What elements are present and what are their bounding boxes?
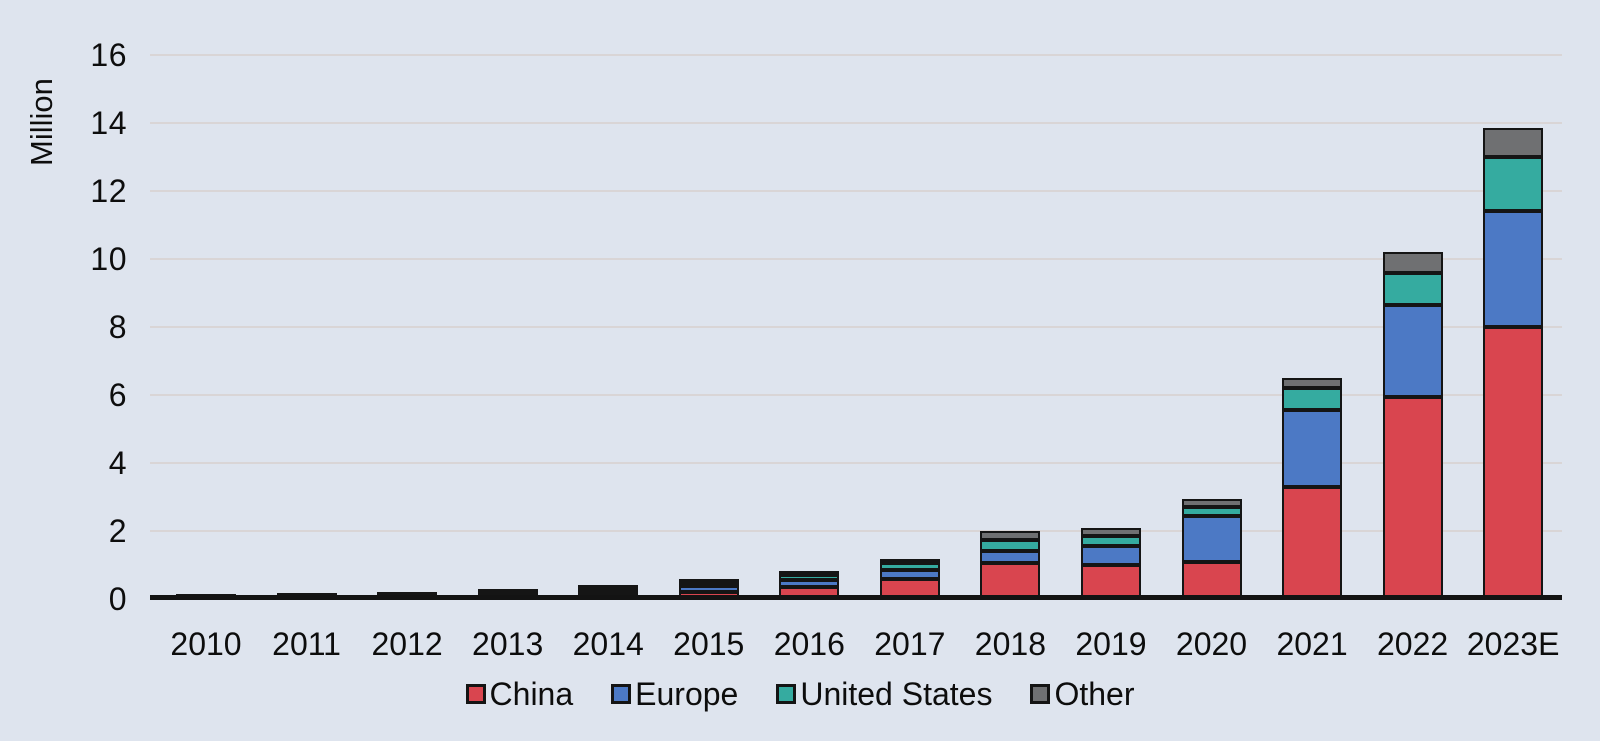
x-tick-label-2017: 2017 — [874, 626, 946, 662]
bar-segment-united-states — [980, 539, 1041, 552]
bar-segment-other — [377, 591, 438, 596]
x-tick-label-2021: 2021 — [1276, 626, 1348, 662]
bar-segment-other — [1382, 252, 1443, 273]
bar-segment-china — [1483, 326, 1544, 599]
bar-segment-europe — [779, 580, 840, 588]
bar-segment-china — [1181, 561, 1242, 599]
bar-segment-china — [980, 563, 1041, 599]
x-tick-label-2018: 2018 — [974, 626, 1046, 662]
bar-segment-other — [779, 571, 840, 576]
y-tick-label: 2 — [108, 513, 127, 549]
legend-item-europe: Europe — [611, 677, 738, 711]
bar-segment-europe — [1483, 211, 1544, 327]
legend: China Europe United States Other — [0, 677, 1600, 711]
bar-segment-united-states — [1282, 388, 1343, 411]
bar-segment-united-states — [779, 575, 840, 581]
legend-label: United States — [800, 676, 993, 712]
y-tick-label: 16 — [90, 37, 127, 73]
x-tick-label-2014: 2014 — [572, 626, 644, 662]
x-tick-label-2020: 2020 — [1175, 626, 1248, 662]
x-tick-label-2016: 2016 — [773, 626, 845, 662]
x-tick-label-2023e: 2023E — [1466, 626, 1560, 662]
legend-swatch-united-states — [776, 684, 797, 704]
x-tick-label-2019: 2019 — [1075, 626, 1147, 662]
bar-segment-united-states — [1483, 157, 1544, 212]
bar-segment-other — [879, 559, 940, 564]
gridline-12 — [150, 190, 1562, 192]
legend-item-united-states: United States — [776, 677, 992, 711]
bar-2023e — [1483, 128, 1544, 599]
legend-label: China — [489, 676, 574, 712]
bar-segment-china — [1382, 396, 1443, 599]
bar-2018 — [980, 531, 1041, 599]
y-tick-label: 0 — [108, 581, 127, 617]
bar-segment-other — [1282, 378, 1343, 389]
legend-label: Europe — [635, 676, 739, 712]
bar-segment-europe — [1382, 304, 1443, 397]
bar-2021 — [1282, 378, 1343, 599]
y-tick-label: 14 — [90, 105, 127, 141]
bar-segment-europe — [1080, 546, 1141, 565]
x-tick-label-2013: 2013 — [472, 626, 544, 662]
bar-segment-other — [678, 578, 739, 583]
x-axis-line — [150, 595, 1562, 600]
bar-segment-europe — [980, 551, 1041, 564]
legend-item-other: Other — [1030, 677, 1134, 711]
bar-segment-united-states — [578, 588, 639, 593]
bar-segment-united-states — [1181, 507, 1242, 516]
bar-segment-other — [1483, 128, 1544, 157]
gridline-8 — [150, 326, 1562, 328]
bar-segment-other — [578, 584, 639, 589]
y-tick-label: 8 — [108, 309, 127, 345]
gridline-2 — [150, 530, 1562, 532]
legend-swatch-europe — [611, 684, 632, 704]
bar-segment-other — [477, 588, 538, 593]
gridline-10 — [150, 258, 1562, 260]
bar-segment-europe — [1181, 515, 1242, 562]
bar-2019 — [1080, 527, 1141, 599]
bar-segment-other — [980, 531, 1041, 540]
gridline-14 — [150, 122, 1562, 124]
gridline-6 — [150, 394, 1562, 396]
y-tick-label: 4 — [108, 445, 127, 481]
bar-segment-china — [1282, 486, 1343, 599]
gridline-16 — [150, 54, 1562, 56]
x-tick-label-2012: 2012 — [371, 626, 443, 662]
x-tick-label-2022: 2022 — [1377, 626, 1449, 662]
y-tick-label: 10 — [90, 241, 127, 277]
gridline-4 — [150, 462, 1562, 464]
x-tick-label-2015: 2015 — [673, 626, 745, 662]
y-tick-label: 6 — [108, 377, 127, 413]
y-tick-label: 12 — [90, 173, 127, 209]
x-tick-label-2011: 2011 — [272, 626, 341, 662]
legend-label: Other — [1054, 676, 1135, 712]
x-tick-label-2010: 2010 — [170, 626, 242, 662]
bar-segment-united-states — [1080, 536, 1141, 547]
legend-item-china: China — [465, 676, 574, 712]
bar-2022 — [1382, 252, 1443, 599]
bar-2017 — [879, 559, 940, 599]
bar-segment-united-states — [678, 582, 739, 587]
legend-swatch-other — [1030, 684, 1051, 704]
bar-segment-europe — [879, 569, 940, 580]
bar-segment-other — [1181, 498, 1242, 508]
bar-segment-europe — [678, 586, 739, 593]
bar-2020 — [1181, 498, 1242, 599]
bar-segment-other — [1080, 527, 1141, 537]
bar-segment-china — [1080, 564, 1141, 599]
bar-segment-united-states — [879, 563, 940, 570]
bar-segment-europe — [1282, 410, 1343, 487]
bar-segment-united-states — [1382, 272, 1443, 305]
legend-swatch-china — [465, 684, 486, 704]
